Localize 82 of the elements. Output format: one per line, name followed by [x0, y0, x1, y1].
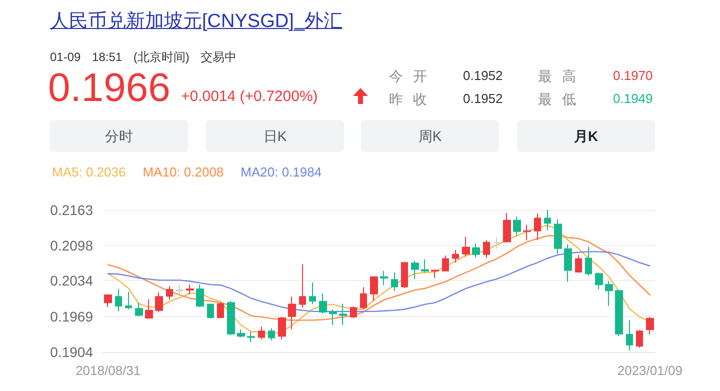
candlestick — [370, 276, 378, 302]
candlestick — [309, 282, 316, 305]
text: 最 高 — [538, 68, 576, 86]
candlestick — [329, 308, 337, 326]
text: 月K — [517, 120, 655, 152]
chart-title: 人民币兑新加坡元[CNYSGD]_外汇 — [50, 10, 342, 34]
candlestick — [360, 286, 367, 310]
text: 今 开 — [389, 68, 427, 86]
candlestick — [145, 298, 153, 320]
y-tick-label: 0.2163 — [50, 202, 94, 218]
candlestick — [513, 216, 521, 236]
candlestick — [217, 302, 224, 319]
text: 0.1952 — [463, 91, 503, 106]
candlestick — [472, 242, 480, 258]
candlestick — [615, 290, 623, 337]
candlestick — [523, 224, 531, 241]
candlestick — [626, 320, 633, 351]
candlestick — [636, 330, 643, 348]
y-tick-label: 0.1904 — [50, 344, 94, 360]
candlestick — [186, 284, 194, 295]
candlestick — [585, 246, 592, 276]
candlestick — [268, 328, 275, 341]
candlestick — [115, 288, 122, 312]
chart-subtitle: 01-09 18:51 (北京时间) 交易中 — [50, 49, 237, 66]
candlestick — [431, 270, 439, 278]
candlestick — [483, 240, 490, 258]
candlestick — [544, 210, 551, 231]
candlestick — [462, 236, 470, 258]
candlestick — [258, 326, 265, 340]
candlestick — [452, 250, 459, 264]
candlestick — [125, 291, 132, 310]
line-series — [108, 235, 650, 321]
line-series — [108, 251, 650, 312]
text: MA10: 0.2008 — [142, 164, 224, 180]
candlestick — [207, 304, 214, 320]
candlestick — [442, 255, 449, 272]
candlestick — [319, 292, 327, 314]
candlestick — [493, 236, 500, 249]
text: 日K — [206, 120, 344, 152]
candlestick — [534, 212, 541, 241]
candlestick — [278, 316, 286, 340]
text: MA5: 0.2036 — [52, 164, 126, 180]
candlestick — [380, 270, 388, 286]
candlestick — [166, 286, 173, 300]
text: 0.1949 — [613, 91, 653, 106]
candlestick — [350, 306, 357, 319]
candlestick — [299, 264, 306, 308]
candlestick — [646, 316, 654, 335]
text: MA20: 0.1984 — [240, 164, 322, 180]
candlestick — [421, 258, 429, 273]
candlestick — [227, 300, 235, 336]
candlestick — [104, 294, 112, 308]
y-tick-label: 0.2034 — [50, 272, 94, 289]
x-tick-label: 2018/08/31 — [76, 363, 141, 378]
text: 0.1966 — [48, 66, 170, 111]
candlestick — [176, 284, 183, 296]
candlestick — [554, 218, 562, 254]
candlestick — [411, 260, 419, 280]
text: 0.1970 — [613, 68, 653, 83]
candlestick — [339, 303, 347, 326]
text: 最 低 — [538, 91, 576, 109]
text: 0.1952 — [463, 68, 503, 83]
text: 昨 收 — [389, 91, 427, 109]
candlestick — [247, 331, 255, 343]
text: 周K — [361, 120, 499, 152]
candlestick — [391, 272, 398, 292]
candlestick — [155, 292, 163, 312]
candlestick — [288, 296, 296, 330]
text: 分时 — [50, 120, 188, 152]
candlestick — [564, 244, 572, 282]
candlestick — [401, 262, 408, 288]
text: +0.0014 (+0.7200%) — [181, 88, 318, 105]
candlestick — [595, 272, 603, 290]
candlestick — [196, 284, 204, 308]
candlestick — [237, 329, 245, 338]
candlestick — [135, 302, 143, 317]
y-tick-label: 0.1969 — [50, 308, 94, 324]
candlestick — [605, 280, 613, 306]
y-tick-label: 0.2098 — [50, 238, 94, 254]
candlestick — [575, 254, 582, 273]
x-tick-label: 2023/01/09 — [617, 363, 682, 378]
candlestick — [503, 212, 511, 243]
